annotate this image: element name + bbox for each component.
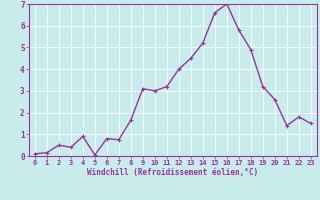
X-axis label: Windchill (Refroidissement éolien,°C): Windchill (Refroidissement éolien,°C) <box>87 168 258 177</box>
